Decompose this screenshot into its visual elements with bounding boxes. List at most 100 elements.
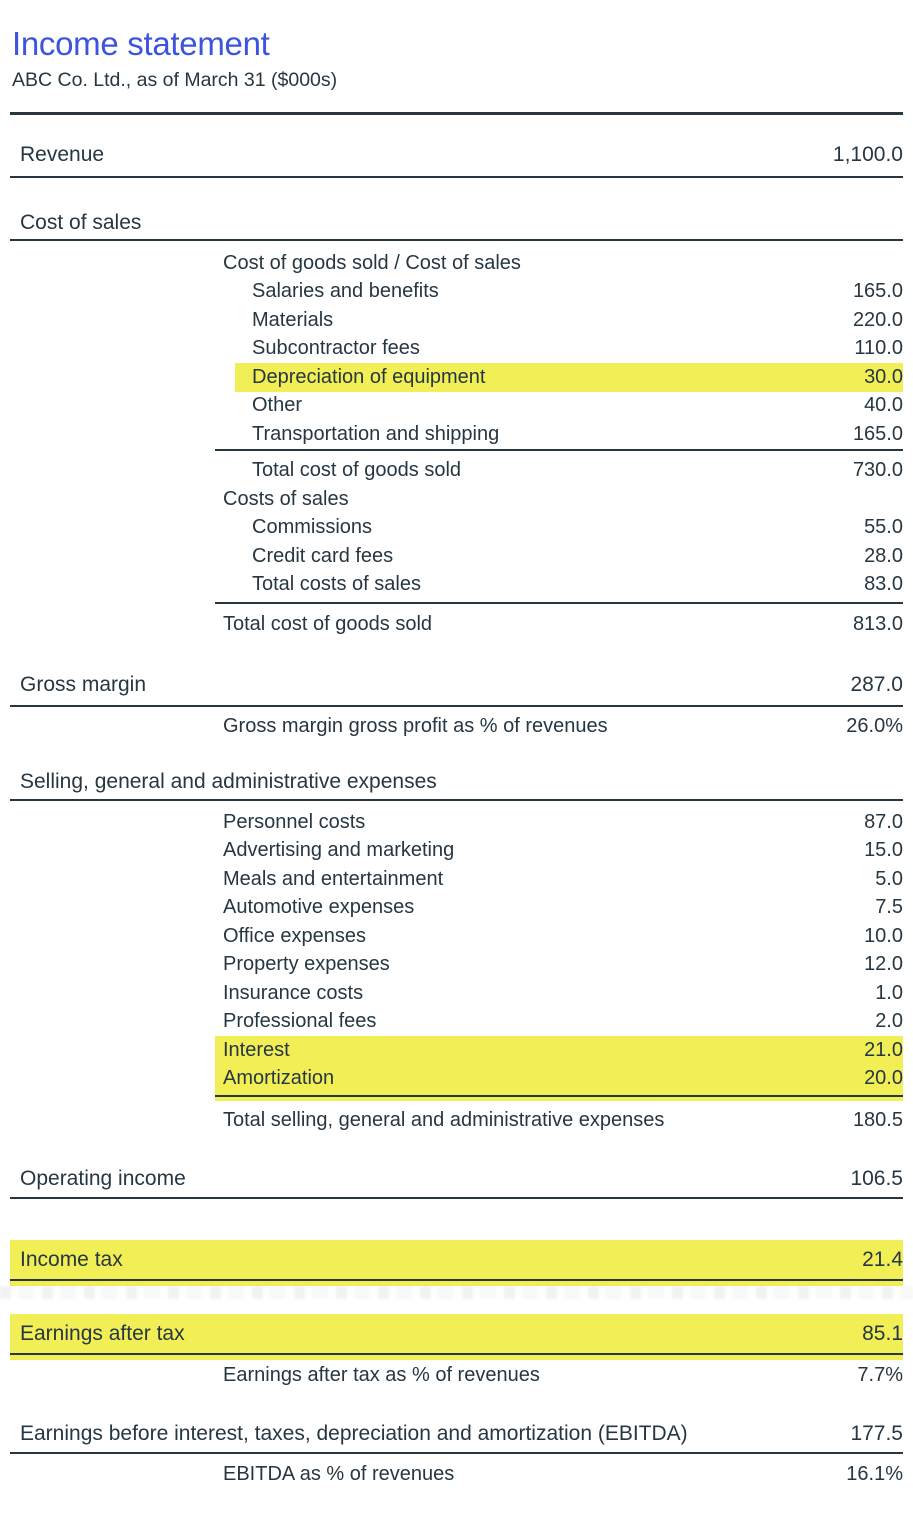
row-value: 110.0 [854,337,903,360]
income-tax-highlight-block: Income tax 21.4 [10,1239,903,1286]
row-depreciation-equipment-highlighted: Depreciation of equipment 30.0 [10,363,903,392]
row-value: 15.0 [864,839,903,862]
row-ebitda: Earnings before interest, taxes, depreci… [10,1421,903,1447]
divider [10,704,903,707]
row-label: Operating income [20,1166,186,1190]
row-sga-header: Selling, general and administrative expe… [10,769,903,795]
row-value: 165.0 [852,422,903,445]
row-label: Total costs of sales [252,573,421,596]
row-earnings-after-tax-pct: Earnings after tax as % of revenues 7.7% [10,1362,903,1391]
row-label: Total cost of goods sold [252,459,462,482]
row-value: 7.5 [875,896,903,919]
row-value: 21.4 [862,1247,903,1271]
row-value: 20.0 [864,1067,903,1090]
row-value: 2.0 [875,1010,903,1033]
row-label: Commissions [252,516,373,539]
row-label: Other [252,394,303,417]
row-label: Earnings after tax as % of revenues [223,1364,540,1387]
row-professional-fees: Professional fees 2.0 [10,1008,903,1037]
row-value: 287.0 [850,672,903,696]
divider-sub [215,448,903,451]
sga-group: Personnel costs 87.0 Advertising and mar… [10,801,903,1135]
row-value: 220.0 [852,308,903,331]
row-label: Cost of sales [20,211,142,234]
row-label: Gross margin [20,672,147,696]
row-operating-income: Operating income 106.5 [10,1166,903,1192]
row-value: 180.5 [852,1108,903,1131]
row-income-tax-highlighted: Income tax 21.4 [10,1247,903,1273]
row-value: 10.0 [864,924,903,947]
row-revenue: Revenue 1,100.0 [10,142,903,168]
row-label: Costs of sales [223,487,349,510]
row-earnings-after-tax-highlighted: Earnings after tax 85.1 [10,1321,903,1347]
row-label: Transportation and shipping [252,422,500,445]
income-statement-document: Income statement ABC Co. Ltd., as of Mar… [0,26,913,1489]
row-insurance-costs: Insurance costs 1.0 [10,979,903,1008]
row-value: 85.1 [862,1321,903,1345]
row-value: 16.1% [846,1462,903,1485]
row-automotive-expenses: Automotive expenses 7.5 [10,894,903,923]
row-label: Credit card fees [252,544,394,567]
divider [10,799,903,801]
row-interest-highlighted: Interest 21.0 [10,1036,903,1065]
divider [10,1452,903,1454]
divider [10,1352,903,1355]
row-ebitda-pct: EBITDA as % of revenues 16.1% [10,1460,903,1489]
row-label: Earnings after tax [20,1321,185,1345]
row-materials: Materials 220.0 [10,306,903,335]
row-total-cogs-grand: Total cost of goods sold 813.0 [10,610,903,639]
row-label: Total cost of goods sold [223,612,433,635]
divider-top [10,112,903,115]
row-value: 28.0 [864,544,903,567]
row-label: Amortization [223,1067,335,1090]
row-label: Automotive expenses [223,896,415,919]
row-value: 7.7% [857,1364,903,1387]
row-value: 106.5 [850,1166,903,1190]
interest-amortization-highlight-block: Interest 21.0 Amortization 20.0 [10,1036,903,1101]
row-value: 1.0 [875,981,903,1004]
row-subcontractor-fees: Subcontractor fees 110.0 [10,335,903,364]
row-value: 5.0 [875,867,903,890]
row-label: Cost of goods sold / Cost of sales [223,251,521,274]
row-label: EBITDA as % of revenues [223,1462,455,1485]
row-value: 21.0 [864,1038,903,1061]
row-label: Professional fees [223,1010,377,1033]
row-cogs-header: Cost of goods sold / Cost of sales [10,249,903,278]
row-label: Property expenses [223,953,390,976]
row-value: 55.0 [864,516,903,539]
row-value: 177.5 [850,1422,903,1445]
row-value: 1,100.0 [832,143,903,166]
row-label: Subcontractor fees [252,337,420,360]
row-label: Personnel costs [223,810,366,833]
divider [10,1196,903,1199]
row-commissions: Commissions 55.0 [10,514,903,543]
row-personnel-costs: Personnel costs 87.0 [10,808,903,837]
row-label: Revenue [20,143,105,166]
row-label: Selling, general and administrative expe… [20,770,437,793]
earnings-after-tax-highlight-block: Earnings after tax 85.1 [10,1313,903,1360]
row-value: 30.0 [864,365,903,388]
row-label: Office expenses [223,924,367,947]
row-label: Income tax [20,1247,123,1271]
row-label: Insurance costs [223,981,364,1004]
cost-of-goods-group: Cost of goods sold / Cost of sales Salar… [10,241,903,639]
row-value: 12.0 [864,953,903,976]
divider-sub [215,602,903,604]
divider [10,239,903,241]
row-label: Advertising and marketing [223,839,455,862]
row-meals-entertainment: Meals and entertainment 5.0 [10,865,903,894]
row-label: Gross margin gross profit as % of revenu… [223,715,608,738]
row-total-cogs: Total cost of goods sold 730.0 [10,457,903,486]
row-label: Materials [252,308,334,331]
row-amortization-highlighted: Amortization 20.0 [10,1065,903,1094]
row-property-expenses: Property expenses 12.0 [10,951,903,980]
row-office-expenses: Office expenses 10.0 [10,922,903,951]
row-label: Salaries and benefits [252,280,439,303]
row-value: 165.0 [852,280,903,303]
row-label: Depreciation of equipment [252,365,486,388]
row-salaries-benefits: Salaries and benefits 165.0 [10,278,903,307]
row-cost-of-sales-header: Cost of sales [10,210,903,236]
row-label: Meals and entertainment [223,867,444,890]
faded-row-artifact [0,1285,913,1299]
row-credit-card-fees: Credit card fees 28.0 [10,542,903,571]
